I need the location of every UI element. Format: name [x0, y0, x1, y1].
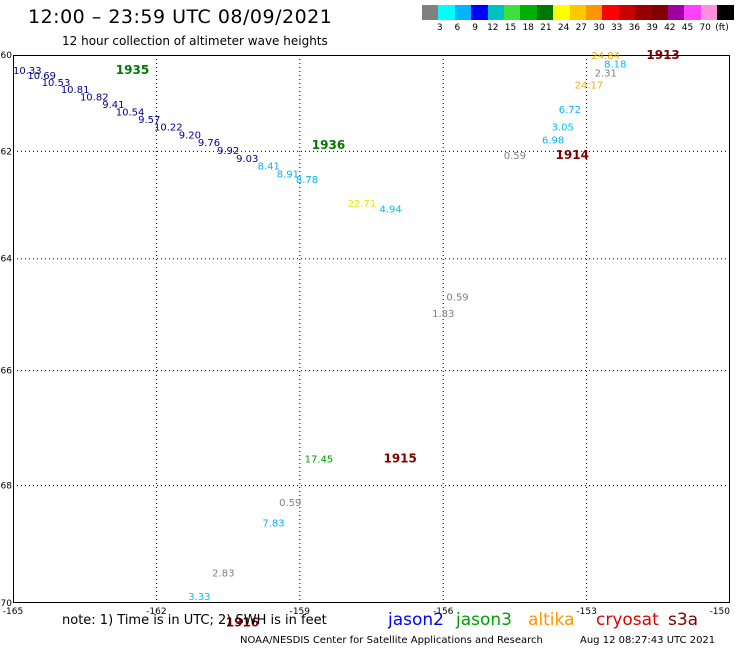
scale-swatch: [471, 5, 489, 20]
scale-swatch: [684, 5, 702, 20]
wave-height-label: 24.17: [575, 80, 604, 91]
map-subtitle: 12 hour collection of altimeter wave hei…: [62, 34, 328, 48]
scale-label: 24: [557, 23, 570, 33]
wave-height-label: 9.03: [236, 154, 258, 165]
legend-jason3: jason3: [456, 610, 512, 630]
satellite-pass-id: 1913: [646, 48, 679, 62]
lon-tick-label: -153: [576, 607, 596, 617]
scale-label: 70: [699, 23, 711, 33]
satellite-pass-id: 1936: [312, 138, 345, 152]
wave-height-label: 7.83: [262, 518, 284, 529]
wave-height-label: 8.41: [258, 162, 280, 173]
scale-label: 18: [522, 23, 534, 33]
lat-tick-label: -68: [0, 482, 12, 492]
lat-tick-label: -62: [0, 147, 12, 157]
scale-label: 36: [628, 23, 641, 33]
scale-swatch: [717, 5, 735, 20]
wave-height-label: 1.83: [432, 309, 454, 320]
scale-swatch: [487, 5, 505, 20]
scale-label: 27: [575, 23, 588, 33]
scale-label: 12: [487, 23, 499, 33]
wave-height-label: 9.92: [217, 146, 239, 157]
wave-height-label: 9.41: [102, 100, 124, 111]
scale-label: 39: [646, 23, 658, 33]
scale-unit: (ft): [715, 23, 729, 33]
map-frame: [13, 55, 730, 603]
wave-height-label: 3.05: [552, 123, 574, 134]
credit-text: NOAA/NESDIS Center for Satellite Applica…: [240, 635, 543, 646]
scale-swatch: [651, 5, 669, 20]
lon-tick-label: -150: [710, 607, 731, 617]
satellite-pass-id: 1916: [226, 616, 259, 630]
scale-swatch: [504, 5, 521, 20]
wave-height-label: 6.98: [542, 136, 564, 147]
wave-height-label: 8.18: [604, 59, 626, 70]
lon-tick-label: -156: [433, 607, 454, 617]
note-text: note: 1) Time is in UTC; 2) SWH is in fe…: [62, 613, 327, 628]
scale-swatch: [438, 5, 456, 20]
wave-height-label: 8.78: [296, 175, 318, 186]
wave-height-label: 6.72: [559, 105, 581, 116]
lon-tick-label: -159: [290, 607, 311, 617]
scale-label: 33: [610, 23, 623, 33]
wave-height-label: 10.53: [42, 78, 71, 89]
scale-swatch: [635, 5, 653, 20]
wave-height-label: 9.76: [198, 138, 220, 149]
wave-height-label: 10.81: [61, 85, 90, 96]
scale-swatch: [668, 5, 685, 20]
scale-swatch: [602, 5, 620, 20]
scale-label: 42: [664, 23, 676, 33]
wave-height-label: 17.45: [305, 454, 334, 465]
wave-height-label: 0.59: [446, 292, 468, 303]
wave-height-label: 8.91: [277, 170, 299, 181]
legend-jason2: jason2: [388, 610, 444, 630]
legend-altika: altika: [528, 610, 575, 630]
wave-height-label: 10.33: [13, 66, 42, 77]
lat-tick-label: -64: [0, 255, 12, 265]
wave-height-label: 2.31: [595, 69, 617, 80]
wave-height-label: 24.84: [591, 51, 620, 62]
scale-label: 30: [593, 23, 605, 33]
scale-swatch: [586, 5, 603, 20]
scale-swatch: [569, 5, 587, 20]
wave-height-label: 3.33: [188, 592, 210, 603]
wave-height-label: 9.57: [138, 115, 160, 126]
wave-height-label: 10.82: [80, 93, 109, 104]
wave-height-label: 0.59: [279, 498, 301, 509]
scale-swatch: [520, 5, 538, 20]
wave-height-label: 2.83: [212, 568, 234, 579]
wave-height-label: 22.71: [348, 199, 377, 210]
wave-height-label: 10.22: [154, 123, 183, 134]
wave-height-label: 0.59: [504, 151, 526, 162]
lat-tick-label: -70: [0, 599, 12, 609]
wave-height-label: 10.54: [116, 108, 145, 119]
scale-label: 21: [540, 23, 552, 33]
scale-swatch: [618, 5, 636, 20]
wave-height-label: 10.69: [27, 71, 56, 82]
scale-swatch: [700, 5, 718, 20]
scale-swatch: [422, 5, 439, 20]
legend-s3a: s3a: [668, 610, 699, 630]
legend-cryosat: cryosat: [596, 610, 659, 630]
map-title: 12:00 – 23:59 UTC 08/09/2021: [28, 6, 333, 28]
lat-tick-label: -60: [0, 51, 12, 61]
scale-swatch: [553, 5, 571, 20]
scale-label: 15: [504, 23, 517, 33]
lon-tick-label: -162: [146, 607, 166, 617]
scale-label: 45: [681, 23, 694, 33]
satellite-pass-id: 1914: [556, 148, 589, 162]
timestamp-text: Aug 12 08:27:43 UTC 2021: [580, 635, 716, 646]
scale-label: 3: [436, 23, 443, 33]
scale-label: 9: [472, 23, 478, 33]
scale-swatch: [536, 5, 554, 20]
satellite-pass-id: 1915: [383, 451, 416, 465]
lat-tick-label: -66: [0, 367, 12, 377]
wave-height-label: 9.20: [179, 130, 201, 141]
scale-swatch: [454, 5, 472, 20]
lon-tick-label: -165: [3, 607, 23, 617]
satellite-pass-id: 1935: [116, 63, 149, 77]
scale-label: 6: [454, 23, 461, 33]
wave-height-label: 4.94: [379, 204, 401, 215]
